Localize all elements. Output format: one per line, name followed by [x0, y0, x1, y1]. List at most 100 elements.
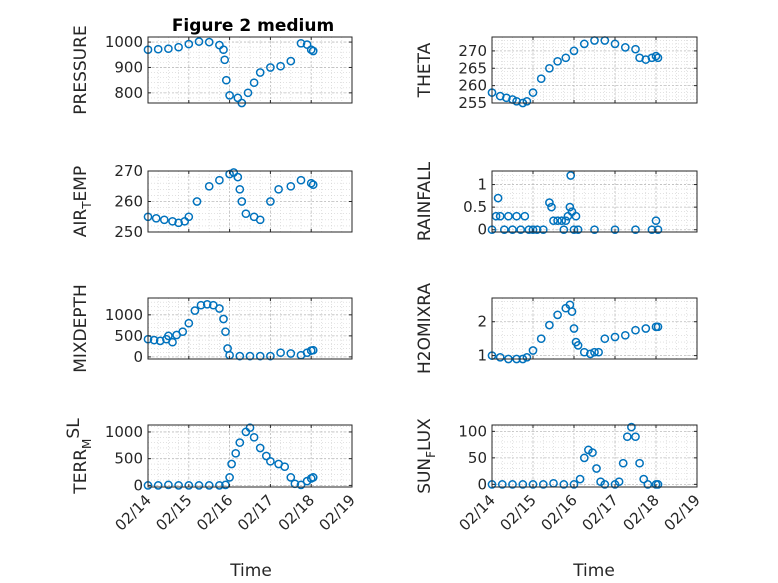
subplot-pressure: 800 900 1000 PRESSURE	[71, 25, 353, 115]
y-tick-label: 1	[477, 176, 487, 194]
data-point	[553, 216, 562, 226]
data-point	[565, 202, 575, 212]
data-point	[653, 53, 663, 63]
data-point	[553, 56, 562, 66]
data-point	[566, 171, 576, 180]
data-point	[194, 481, 204, 490]
data-point	[164, 331, 173, 341]
data-point	[528, 346, 538, 355]
data-point	[516, 225, 526, 235]
data-point	[561, 53, 571, 63]
data-point	[153, 44, 163, 54]
data-point	[204, 181, 214, 191]
data-point	[569, 480, 579, 489]
y-tick-label: 50	[468, 449, 487, 467]
data-point	[569, 225, 579, 235]
data-point	[573, 341, 583, 350]
data-point	[249, 78, 259, 88]
data-point	[600, 480, 610, 489]
data-point	[174, 218, 183, 228]
data-point	[504, 211, 513, 221]
data-point	[495, 211, 505, 221]
data-point	[202, 299, 212, 309]
data-point	[499, 225, 509, 235]
data-point	[215, 481, 224, 490]
axes-box	[147, 424, 353, 488]
data-point	[528, 480, 538, 489]
y-tick-label: 0	[477, 475, 487, 493]
y-tick-label: 500	[114, 327, 143, 345]
y-tick-label: 265	[458, 59, 487, 77]
data-point	[308, 345, 318, 355]
y-axis-label: PRESSURE	[71, 25, 91, 114]
y-tick-label: 260	[114, 193, 143, 211]
data-point	[497, 480, 507, 489]
data-point	[557, 216, 567, 226]
data-point	[495, 352, 505, 362]
y-axis-label: THETA	[415, 42, 435, 98]
y-tick-label: 1	[477, 347, 487, 365]
y-tick-label: 2	[477, 313, 487, 331]
data-point	[559, 225, 569, 235]
data-point	[653, 322, 663, 332]
data-point	[219, 314, 228, 324]
data-point	[579, 39, 589, 49]
data-point	[159, 215, 169, 225]
x-tick-label: 02/17	[579, 491, 622, 534]
data-point	[651, 51, 661, 61]
y-tick-label: 1000	[105, 306, 143, 324]
x-tick-label: 02/15	[152, 491, 195, 534]
x-tick-label: 02/16	[193, 491, 236, 534]
data-point	[620, 330, 630, 340]
data-point	[545, 320, 554, 330]
data-point	[306, 178, 316, 188]
data-point	[610, 225, 620, 235]
data-point	[590, 347, 599, 357]
y-tick-label: 800	[114, 84, 143, 102]
data-point	[266, 197, 275, 206]
subplot-h2omixra: 1 2 H2OMIXRA	[415, 283, 698, 374]
data-point	[567, 307, 577, 316]
subplot-rainfall: 0 0.5 1 RAINFALL	[415, 161, 698, 241]
data-point	[614, 477, 624, 487]
data-point	[631, 225, 640, 235]
data-point	[561, 216, 571, 226]
data-point	[235, 184, 245, 194]
data-point	[308, 180, 318, 190]
data-point	[249, 432, 259, 442]
data-point	[549, 216, 558, 226]
data-point	[178, 327, 188, 337]
axes-box	[491, 170, 698, 233]
data-point	[547, 202, 556, 212]
data-point	[241, 209, 251, 219]
data-point	[225, 473, 234, 482]
data-point	[276, 348, 285, 358]
data-point	[276, 61, 285, 71]
data-point	[168, 337, 177, 347]
data-point	[522, 96, 532, 106]
data-point	[600, 334, 610, 344]
data-point	[164, 480, 173, 490]
data-point	[508, 225, 517, 235]
data-point	[528, 88, 538, 97]
data-point	[627, 422, 636, 432]
y-tick-label: 255	[458, 94, 487, 112]
data-point	[559, 480, 569, 489]
y-tick-label: 900	[114, 58, 143, 76]
data-point	[528, 225, 538, 235]
data-point	[266, 456, 275, 466]
data-point	[622, 432, 632, 442]
x-tick-label: 02/18	[620, 491, 663, 534]
data-point	[594, 347, 603, 357]
data-point	[184, 318, 194, 328]
data-point	[153, 481, 163, 490]
data-point	[286, 349, 296, 358]
data-point	[235, 438, 245, 447]
x-axis-label-left: Time	[229, 561, 272, 581]
data-point	[280, 462, 290, 472]
data-point	[508, 480, 517, 489]
data-point	[538, 480, 548, 489]
y-tick-label: 1000	[105, 33, 143, 51]
